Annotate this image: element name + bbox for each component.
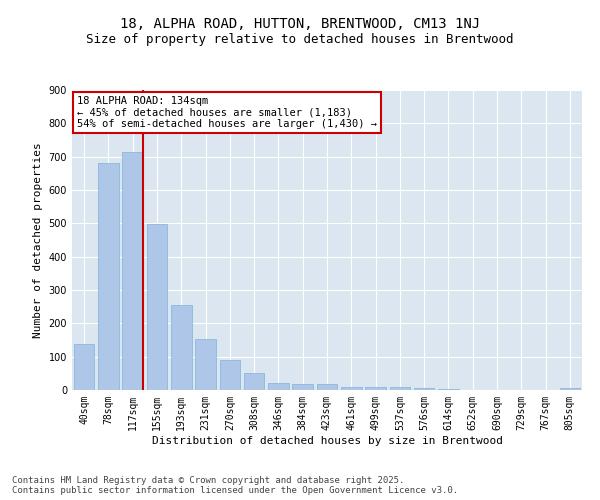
Bar (122, 152, 143, 390)
Bar (292, 384, 313, 390)
Bar (414, 388, 434, 390)
Y-axis label: Number of detached properties: Number of detached properties (33, 142, 43, 338)
Bar (220, 360, 240, 390)
Bar (74, 344, 94, 390)
Bar (389, 388, 410, 390)
Text: Size of property relative to detached houses in Brentwood: Size of property relative to detached ho… (86, 32, 514, 46)
Bar (560, 388, 580, 390)
Bar (317, 384, 337, 390)
Bar (438, 389, 459, 390)
Bar (195, 339, 216, 390)
Bar (98, 164, 119, 390)
Bar (341, 386, 362, 390)
X-axis label: Distribution of detached houses by size in Brentwood: Distribution of detached houses by size … (151, 436, 503, 446)
Text: Contains HM Land Registry data © Crown copyright and database right 2025.
Contai: Contains HM Land Registry data © Crown c… (12, 476, 458, 495)
Bar (146, 224, 167, 390)
Text: 18 ALPHA ROAD: 134sqm
← 45% of detached houses are smaller (1,183)
54% of semi-d: 18 ALPHA ROAD: 134sqm ← 45% of detached … (77, 96, 377, 129)
Bar (171, 304, 191, 390)
Bar (268, 382, 289, 390)
Bar (244, 374, 265, 390)
Bar (365, 386, 386, 390)
Text: 18, ALPHA ROAD, HUTTON, BRENTWOOD, CM13 1NJ: 18, ALPHA ROAD, HUTTON, BRENTWOOD, CM13 … (120, 18, 480, 32)
